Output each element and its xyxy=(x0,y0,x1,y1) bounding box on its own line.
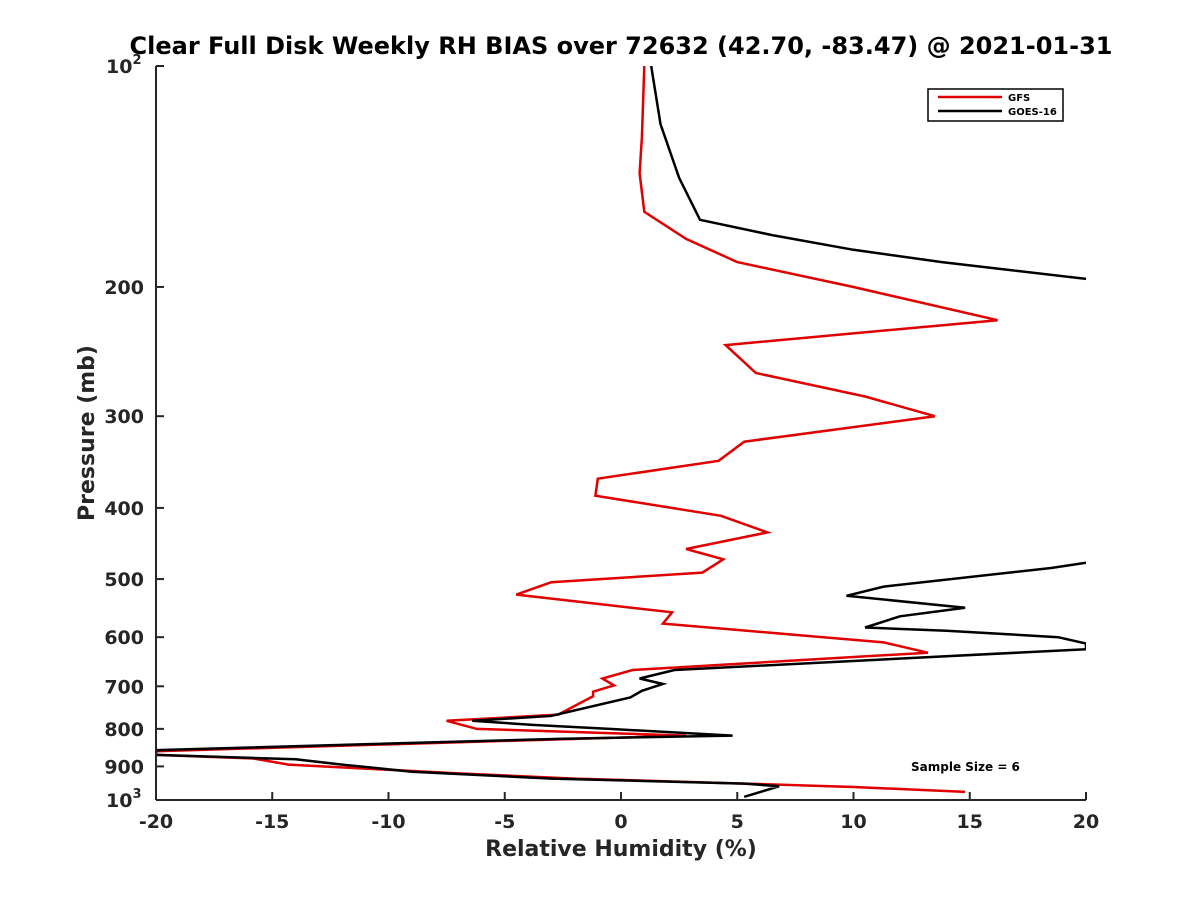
x-axis-label: Relative Humidity (%) xyxy=(485,837,757,862)
y-tick-label: 900 xyxy=(104,756,144,778)
y-tick-label: 103 xyxy=(106,787,142,812)
chart-title: Clear Full Disk Weekly RH BIAS over 7263… xyxy=(130,32,1113,60)
x-tick-label: -20 xyxy=(139,811,173,833)
legend-label-goes-16: GOES-16 xyxy=(1008,107,1057,118)
x-tick-label: 10 xyxy=(840,811,866,833)
series-group xyxy=(156,66,1086,798)
x-axis-ticks: -20 -15 -10 -5 0 5 10 15 20 xyxy=(139,792,1099,833)
series-line-gfs xyxy=(156,66,998,794)
series-line-goes-16 xyxy=(156,66,1086,798)
y-tick-label: 102 xyxy=(106,53,142,78)
x-tick-label: 15 xyxy=(957,811,983,833)
x-tick-label: 20 xyxy=(1073,811,1099,833)
x-tick-label: -10 xyxy=(371,811,405,833)
plot-area: -20 -15 -10 -5 0 5 10 15 20 102 200 300 400 500 600 70… xyxy=(104,53,1099,833)
sample-size-annotation: Sample Size = 6 xyxy=(911,760,1020,774)
y-tick-label: 600 xyxy=(104,627,144,649)
y-tick-label: 800 xyxy=(104,719,144,741)
y-tick-label: 300 xyxy=(104,406,144,428)
y-axis-label: Pressure (mb) xyxy=(75,345,100,521)
x-tick-label: -5 xyxy=(494,811,515,833)
y-axis-ticks: 102 200 300 400 500 600 700 800 900 103 xyxy=(104,53,164,812)
legend: GFS GOES-16 xyxy=(927,88,1064,122)
x-tick-label: -15 xyxy=(255,811,289,833)
y-tick-label: 200 xyxy=(104,277,144,299)
legend-box xyxy=(927,88,1064,122)
y-tick-label: 400 xyxy=(104,498,144,520)
x-tick-label: 0 xyxy=(614,811,627,833)
x-tick-label: 5 xyxy=(731,811,744,833)
y-tick-label: 500 xyxy=(104,569,144,591)
y-tick-label: 700 xyxy=(104,676,144,698)
legend-label-gfs: GFS xyxy=(1008,93,1030,104)
